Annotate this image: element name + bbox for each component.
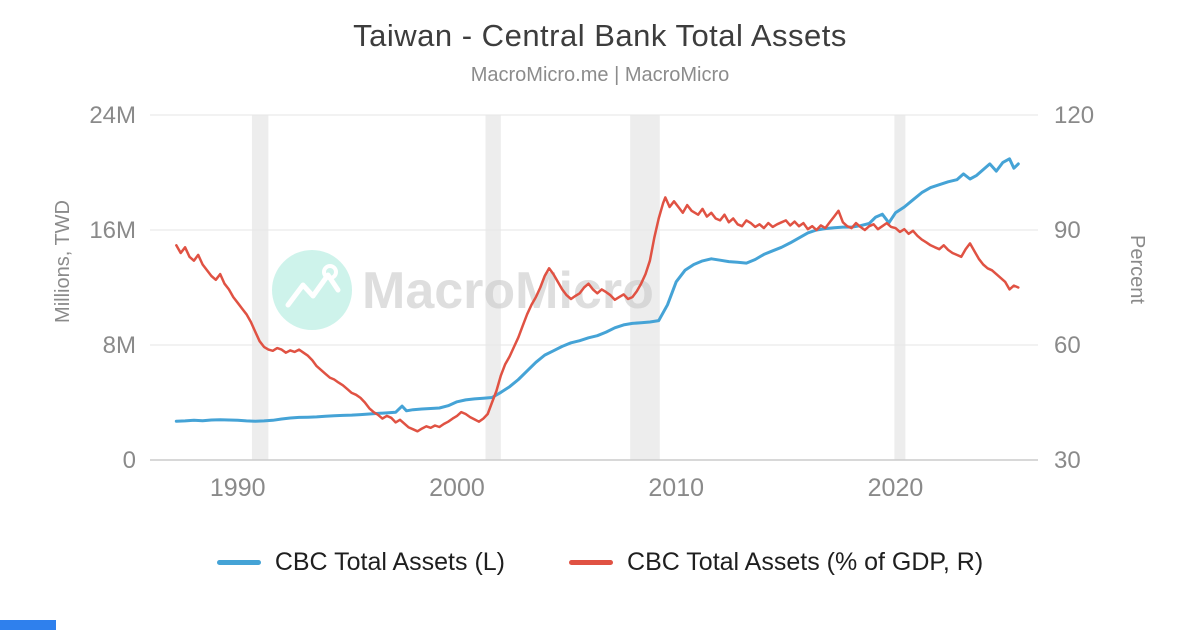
macromicro-logo-peak-ring — [322, 264, 338, 280]
right-axis-tick-label: 120 — [1054, 102, 1094, 129]
legend-line-swatch-red — [569, 560, 614, 565]
legend-item-cbc-total-assets[interactable]: CBC Total Assets (L) — [216, 548, 506, 577]
legend-item-cbc-total-assets-pct-gdp[interactable]: CBC Total Assets (% of GDP, R) — [569, 548, 983, 577]
left-axis-tick-label: 24M — [89, 102, 136, 129]
legend-label: CBC Total Assets (L) — [274, 548, 506, 576]
legend-line-swatch-blue — [216, 560, 261, 565]
chart-subtitle: MacroMicro.me | MacroMicro — [470, 64, 730, 86]
left-axis-tick-label: 0 — [123, 447, 136, 474]
x-axis-tick-label: 1990 — [210, 474, 266, 502]
recession-band — [485, 115, 501, 460]
series-line-cbc-total-assets-pct-gdp[interactable] — [175, 196, 1020, 433]
x-axis-tick-label: 2020 — [868, 474, 924, 502]
bottom-left-accent-bar — [0, 620, 56, 630]
series-line-cbc-total-assets[interactable] — [174, 157, 1020, 423]
recession-band — [894, 115, 906, 460]
watermark: MacroMicro — [272, 250, 654, 330]
legend-label: CBC Total Assets (% of GDP, R) — [627, 548, 984, 576]
x-axis-tick-label: 2000 — [429, 474, 485, 502]
recession-band — [630, 115, 660, 460]
left-axis-tick-label: 8M — [103, 332, 136, 359]
chart-plot-area[interactable]: MacroMicro 0 8M 16M 24M 30 60 90 120 1990 2000 2010… — [0, 0, 1200, 520]
right-axis-title: Percent — [1126, 235, 1148, 304]
right-axis-tick-label: 30 — [1054, 447, 1081, 474]
x-axis-tick-label: 2010 — [648, 474, 704, 502]
right-axis-tick-label: 60 — [1054, 332, 1081, 359]
chart-title: Taiwan - Central Bank Total Assets — [353, 18, 847, 53]
right-axis-tick-label: 90 — [1054, 217, 1081, 244]
chart-legend: CBC Total Assets (L) CBC Total Assets (%… — [0, 548, 1200, 577]
macromicro-mountain-logo-icon — [285, 272, 341, 308]
recession-band — [251, 115, 269, 460]
macromicro-logo-circle — [272, 250, 352, 330]
watermark-text: MacroMicro — [362, 262, 654, 320]
left-axis-tick-label: 16M — [89, 217, 136, 244]
